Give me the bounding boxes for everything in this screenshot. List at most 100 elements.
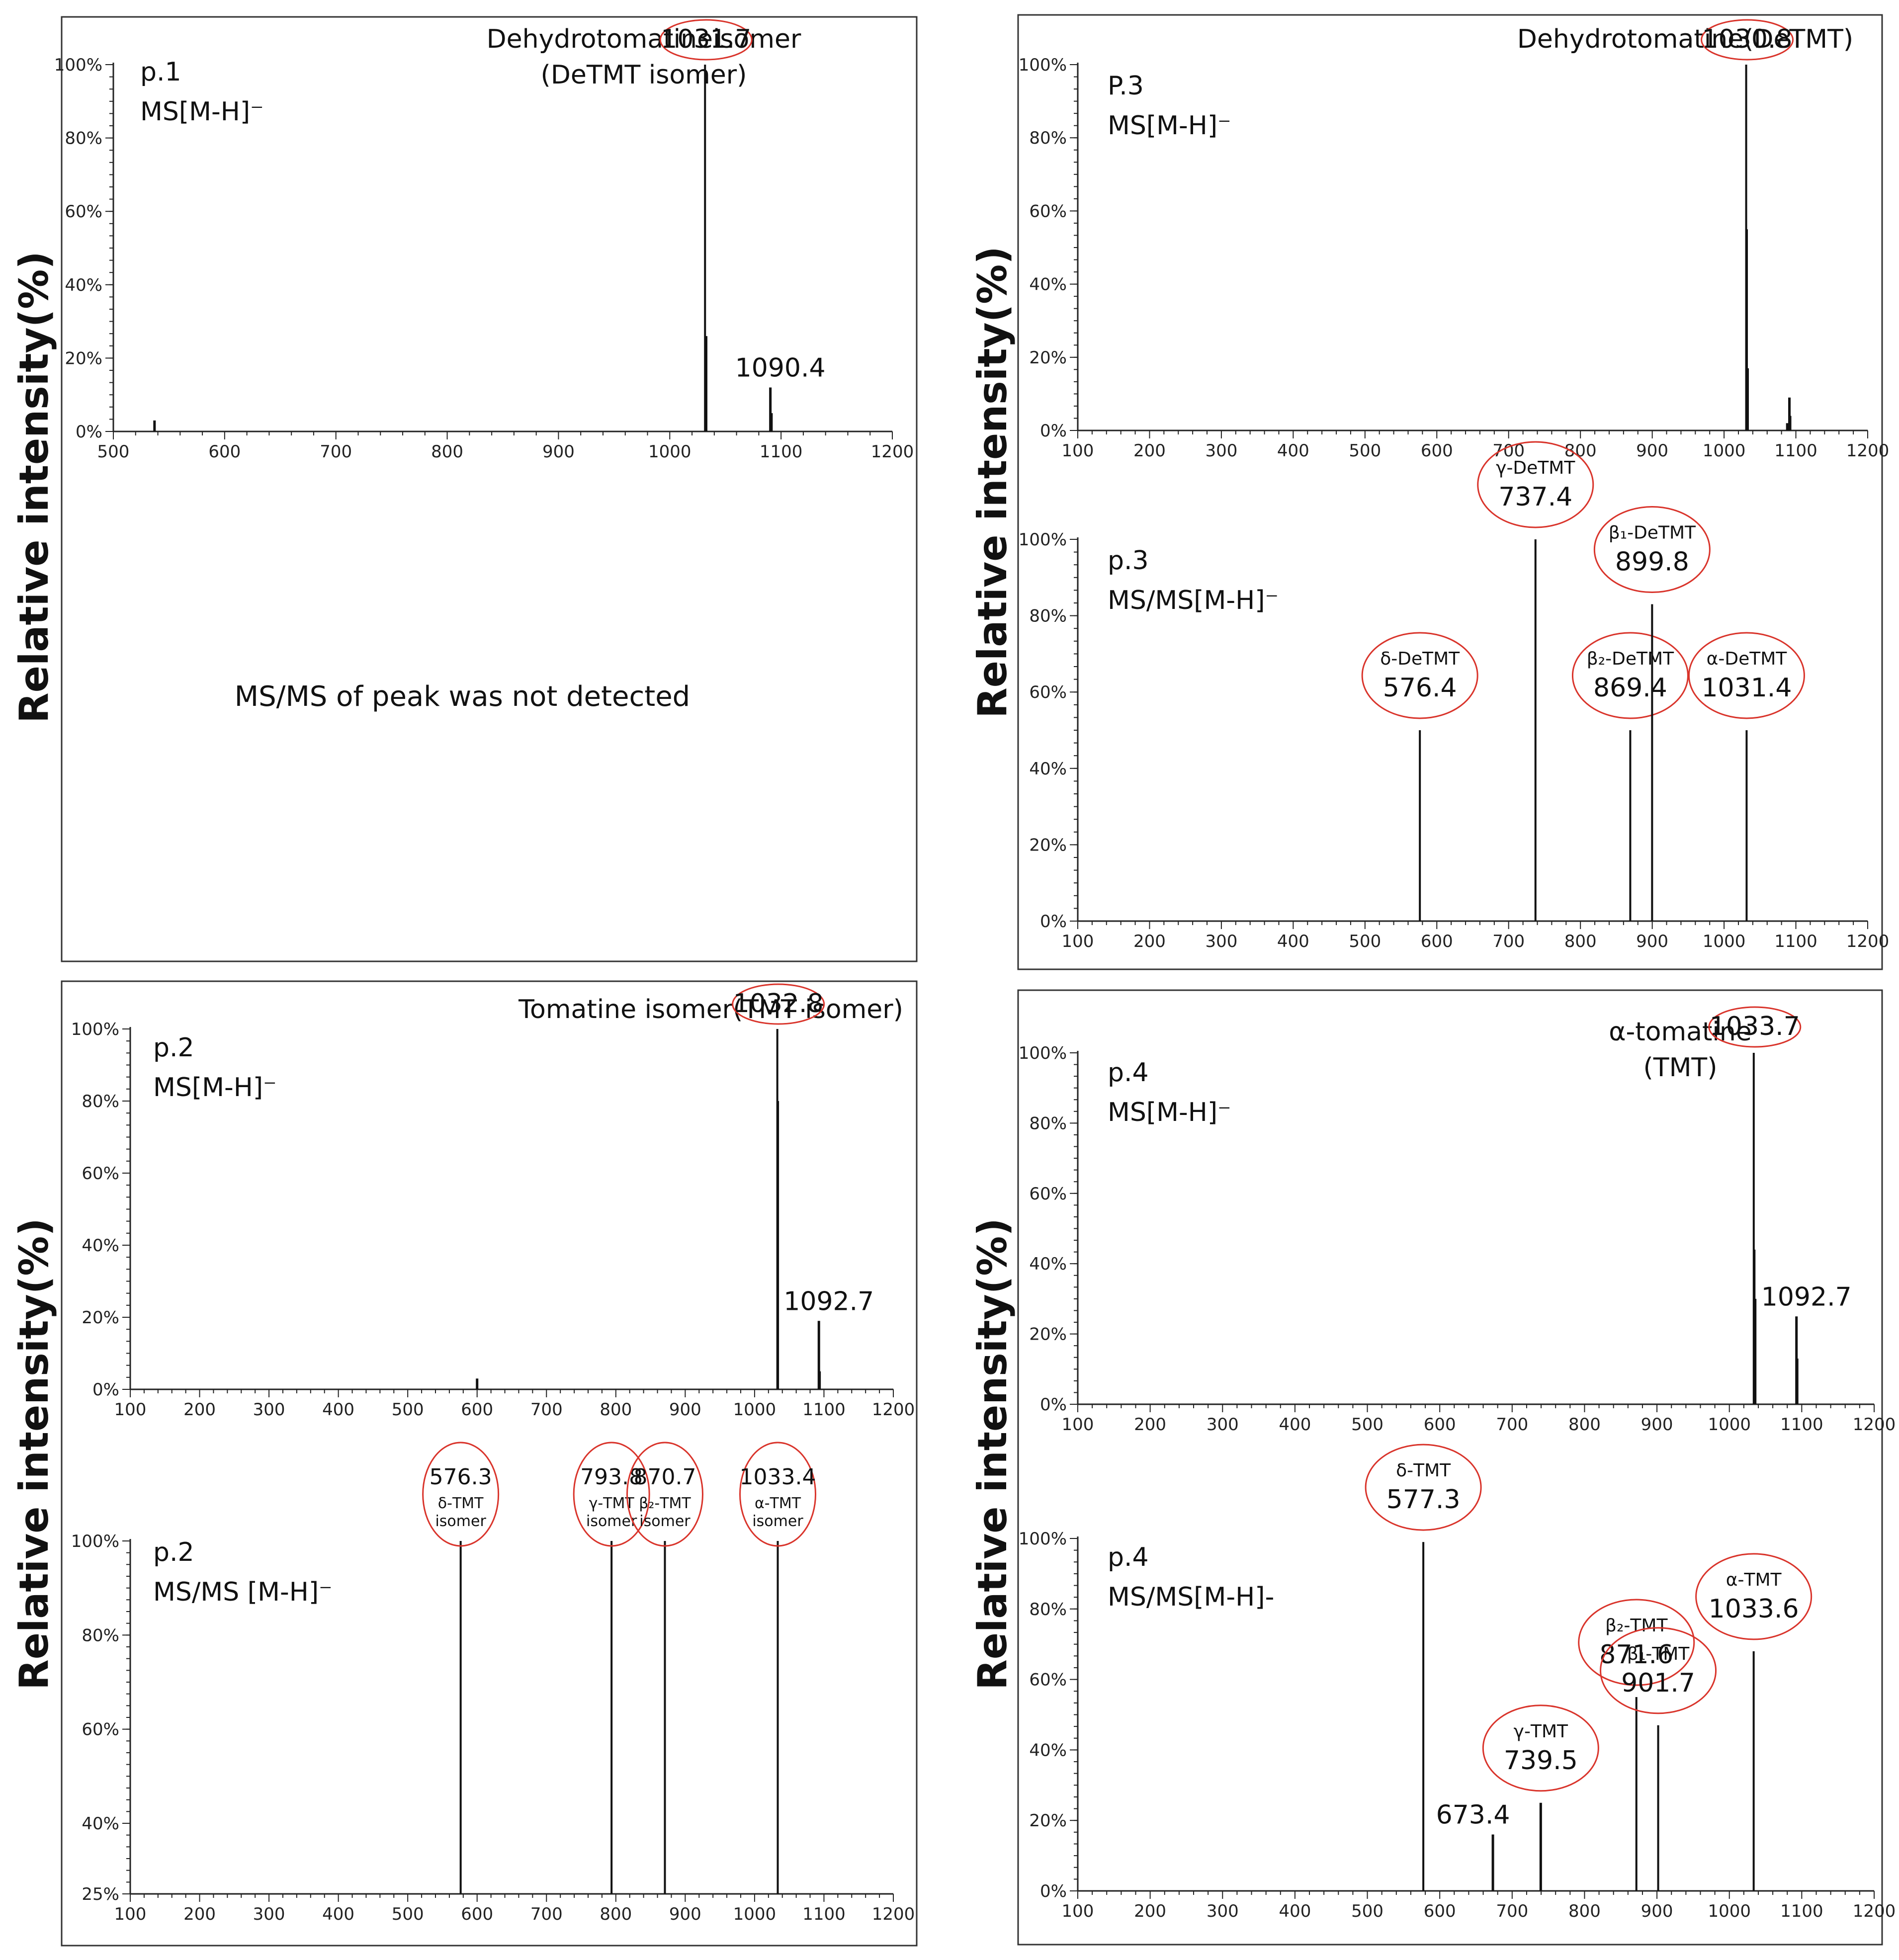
p3-msms-panel-label: p.3 <box>1108 546 1149 576</box>
p4-ms-panel-label: MS[M-H]⁻ <box>1108 1098 1231 1127</box>
p4-msms-fragment-ellipse <box>1695 1553 1813 1640</box>
p2-msms-fragment-ellipse <box>739 1442 817 1547</box>
p1-ms-x-tick-label: 1200 <box>871 442 914 462</box>
p4-ms-peak-label: 1092.7 <box>1761 1282 1852 1312</box>
p3-msms-y-tick-label: 20% <box>1029 835 1067 855</box>
p3-ms-y-tick-label: 100% <box>1019 55 1067 75</box>
p4-ms-x-tick-label: 900 <box>1641 1415 1673 1435</box>
p1-ms-y-tick-label: 60% <box>65 202 102 222</box>
p4-msms-fragment-name: γ-TMT <box>1514 1721 1568 1742</box>
p3-ms-y-tick-label: 0% <box>1040 421 1067 441</box>
p2-ms-x-tick-label: 1100 <box>802 1400 846 1420</box>
p2-ms-y-tick-label: 0% <box>92 1380 119 1400</box>
p2-msms-x-tick-label: 100 <box>114 1904 147 1924</box>
p4-ms-x-tick-label: 1000 <box>1708 1415 1751 1435</box>
p3-msms-fragment-value: 899.8 <box>1615 547 1689 577</box>
p1-ms-title: (DeTMT isomer) <box>541 60 747 90</box>
p4-ms-x-tick-label: 600 <box>1424 1415 1456 1435</box>
p4-msms-x-tick-label: 1100 <box>1780 1901 1823 1921</box>
p1-ms-y-tick-label: 0% <box>76 422 102 442</box>
p3-msms-x-tick-label: 900 <box>1636 932 1668 951</box>
p1-ms-x-tick-label: 1100 <box>760 442 803 462</box>
p2-ms-y-tick-label: 100% <box>71 1020 119 1039</box>
p4-msms-x-tick-label: 700 <box>1496 1901 1528 1921</box>
p2-msms-fragment-name: α-TMT <box>755 1495 801 1512</box>
p4-msms-x-tick-label: 500 <box>1351 1901 1383 1921</box>
p3-msms-x-tick-label: 800 <box>1564 932 1597 951</box>
p2-ms-x-tick-label: 400 <box>322 1400 354 1420</box>
p3-msms-x-tick-label: 400 <box>1277 932 1309 951</box>
p1-ms-x-tick-label: 600 <box>208 442 241 462</box>
p4-msms-x-tick-label: 1200 <box>1853 1901 1896 1921</box>
p3-ms-precursor-ellipse <box>1701 19 1794 61</box>
p2-ms-panel-label: MS[M-H]⁻ <box>153 1073 277 1103</box>
p2-msms-y-tick-label: 60% <box>82 1720 119 1740</box>
p4-msms-fragment-ellipse <box>1600 1627 1717 1714</box>
p3-ms-panel-label: MS[M-H]⁻ <box>1108 111 1231 141</box>
p4-msms-panel-label: MS/MS[M-H]- <box>1108 1582 1274 1612</box>
p2-ms-x-tick-label: 500 <box>392 1400 424 1420</box>
p4-msms-y-tick-label: 100% <box>1019 1529 1067 1549</box>
p3-ms-x-tick-label: 300 <box>1205 441 1237 461</box>
p3-msms-x-tick-label: 600 <box>1421 932 1453 951</box>
p3-msms-x-tick-label: 300 <box>1205 932 1237 951</box>
p3-msms-fragment-name: β₁-DeTMT <box>1609 523 1696 543</box>
p3-msms-x-tick-label: 700 <box>1492 932 1525 951</box>
y-axis-label-p3: Relative intensity(%) <box>969 246 1016 718</box>
p4-msms-x-tick-label: 400 <box>1279 1901 1311 1921</box>
p4-msms-fragment-value: 901.7 <box>1621 1668 1695 1698</box>
p4-ms-title: (TMT) <box>1643 1053 1718 1083</box>
p3-msms-fragment-name: β₂-DeTMT <box>1587 649 1674 669</box>
p4-msms-x-tick-label: 200 <box>1134 1901 1166 1921</box>
p4-msms-fragment-name: δ-TMT <box>1396 1460 1451 1481</box>
p3-msms-y-tick-label: 100% <box>1019 530 1067 550</box>
p3-ms-y-tick-label: 80% <box>1029 128 1067 148</box>
p2-ms-x-tick-label: 300 <box>253 1400 285 1420</box>
p2-msms-fragment-value: 870.7 <box>633 1464 696 1490</box>
p3-ms-x-tick-label: 1200 <box>1846 441 1890 461</box>
p2-msms-x-tick-label: 1000 <box>733 1904 777 1924</box>
p3-ms-x-tick-label: 900 <box>1636 441 1668 461</box>
p1-ms-x-tick-label: 900 <box>542 442 575 462</box>
p4-msms-x-tick-label: 900 <box>1641 1901 1673 1921</box>
p1-ms-y-tick-label: 40% <box>65 275 102 295</box>
p2-msms-fragment-value: 1033.4 <box>740 1464 816 1490</box>
p4-ms-precursor-ellipse <box>1708 1006 1802 1048</box>
p2-msms-y-tick-label: 25% <box>82 1884 119 1904</box>
p2-msms-x-tick-label: 600 <box>461 1904 493 1924</box>
p1-ms-x-tick-label: 800 <box>431 442 463 462</box>
p2-msms-fragment-name: δ-TMT <box>438 1495 484 1512</box>
panel-frame-p1 <box>61 16 918 962</box>
p3-ms-x-tick-label: 1000 <box>1703 441 1746 461</box>
p3-ms-y-tick-label: 20% <box>1029 348 1067 368</box>
panel-frame-p4 <box>1017 989 1883 1946</box>
p4-ms-x-tick-label: 1100 <box>1780 1415 1823 1435</box>
panel-frame-p2 <box>61 980 918 1947</box>
p4-ms-y-tick-label: 100% <box>1019 1043 1067 1063</box>
p4-msms-fragment-ellipse <box>1365 1444 1482 1531</box>
p2-ms-panel-label: p.2 <box>153 1033 194 1063</box>
p3-ms-panel-label: P.3 <box>1108 71 1144 101</box>
p2-msms-x-tick-label: 500 <box>392 1904 424 1924</box>
p2-ms-y-tick-label: 40% <box>82 1236 119 1256</box>
p3-msms-x-tick-label: 500 <box>1349 932 1381 951</box>
p1-ms-y-tick-label: 80% <box>65 129 102 149</box>
p3-msms-y-tick-label: 80% <box>1029 606 1067 626</box>
p3-msms-fragment-ellipse <box>1593 506 1711 594</box>
p3-msms-fragment-value: 737.4 <box>1498 482 1572 512</box>
p3-ms-x-tick-label: 1100 <box>1774 441 1817 461</box>
p2-ms-title: Tomatine isomer(TMT isomer) <box>518 995 903 1024</box>
y-axis-label-p4: Relative intensity(%) <box>969 1218 1016 1690</box>
p4-msms-y-tick-label: 60% <box>1029 1670 1067 1690</box>
p3-msms-fragment-name: γ-DeTMT <box>1496 458 1575 478</box>
p4-ms-x-tick-label: 100 <box>1062 1415 1094 1435</box>
p3-msms-y-tick-label: 60% <box>1029 682 1067 702</box>
p2-ms-x-tick-label: 700 <box>530 1400 563 1420</box>
p3-ms-x-tick-label: 400 <box>1277 441 1309 461</box>
p4-ms-x-tick-label: 700 <box>1496 1415 1528 1435</box>
p2-msms-fragment-isomer: isomer <box>639 1513 691 1530</box>
p4-msms-x-tick-label: 800 <box>1568 1901 1601 1921</box>
p2-msms-y-tick-label: 40% <box>82 1814 119 1834</box>
p4-msms-fragment-value: 577.3 <box>1386 1485 1461 1515</box>
